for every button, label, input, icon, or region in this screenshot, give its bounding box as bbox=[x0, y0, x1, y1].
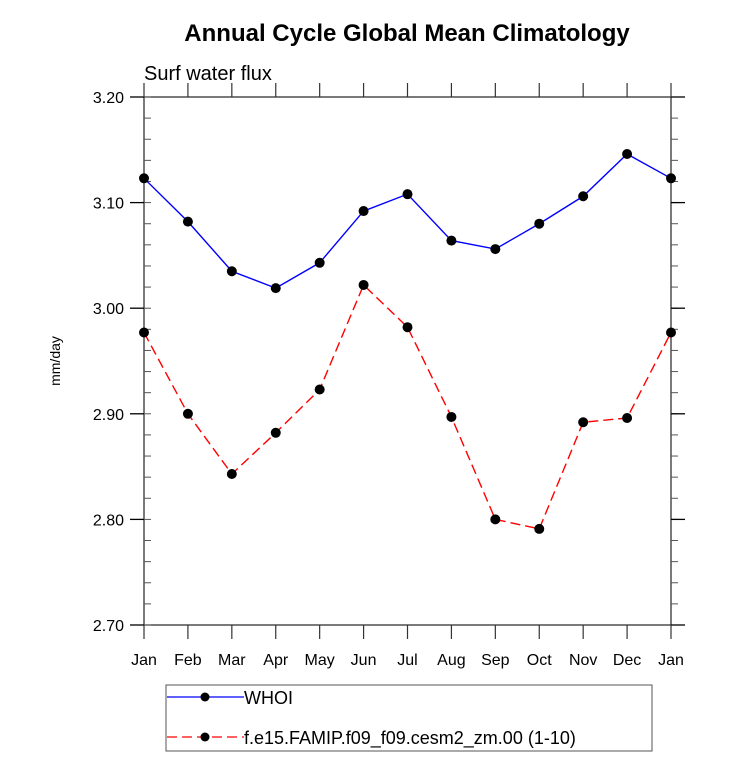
x-tick-label: Mar bbox=[218, 652, 246, 669]
data-point bbox=[490, 514, 501, 525]
x-tick-label: Aug bbox=[437, 652, 465, 669]
data-point bbox=[314, 384, 325, 395]
x-tick-label: Nov bbox=[569, 652, 597, 669]
legend-box bbox=[165, 684, 653, 752]
plot-border bbox=[143, 96, 672, 626]
y-tick-label: 3.10 bbox=[93, 196, 124, 213]
data-point bbox=[490, 244, 501, 255]
chart-title: Annual Cycle Global Mean Climatology bbox=[184, 20, 630, 47]
series-line bbox=[143, 283, 672, 530]
series-whoi bbox=[139, 149, 676, 294]
data-point bbox=[402, 322, 413, 333]
y-axis: 2.70 2.80 2.90 3.00 3.10 3.20 bbox=[93, 90, 685, 635]
x-tick-label: Feb bbox=[174, 652, 202, 669]
data-point bbox=[622, 413, 633, 424]
y-tick-label: 2.80 bbox=[93, 512, 124, 529]
x-tick-label: Jul bbox=[397, 652, 417, 669]
y-tick-label: 3.00 bbox=[93, 301, 124, 318]
x-axis: Jan Feb Mar Apr May Jun Jul Aug Sep Oct Nov Dec Jan bbox=[131, 83, 684, 669]
x-tick-label: Oct bbox=[527, 652, 552, 669]
data-point bbox=[226, 468, 237, 479]
legend-marker-cesm2 bbox=[200, 732, 210, 742]
data-point bbox=[402, 189, 413, 200]
data-point bbox=[270, 283, 281, 294]
series-cesm2 bbox=[139, 279, 676, 534]
data-point bbox=[358, 279, 369, 290]
data-point bbox=[534, 218, 545, 229]
x-tick-label: Sep bbox=[481, 652, 510, 669]
y-tick-label: 3.20 bbox=[93, 90, 124, 107]
data-point bbox=[270, 427, 281, 438]
data-point bbox=[226, 266, 237, 277]
data-point bbox=[139, 327, 149, 338]
data-point bbox=[446, 411, 457, 422]
y-axis-label: mm/day bbox=[47, 336, 63, 386]
data-point bbox=[358, 206, 369, 217]
legend-marker-whoi bbox=[200, 692, 210, 702]
data-point bbox=[666, 173, 676, 184]
x-tick-label: Jan bbox=[658, 652, 684, 669]
legend: WHOI f.e15.FAMIP.f09_f09.cesm2_zm.00 (1-… bbox=[165, 684, 653, 752]
y-tick-label: 2.70 bbox=[93, 618, 124, 635]
data-point bbox=[182, 408, 193, 419]
x-tick-label: Apr bbox=[263, 652, 289, 669]
series-layer bbox=[139, 149, 676, 534]
data-point bbox=[622, 149, 633, 160]
x-tick-label: Jan bbox=[131, 652, 157, 669]
data-point bbox=[578, 417, 589, 428]
x-tick-label: Jun bbox=[351, 652, 377, 669]
data-point bbox=[182, 216, 193, 227]
y-tick-label: 2.90 bbox=[93, 407, 124, 424]
data-point bbox=[314, 257, 325, 268]
data-point bbox=[578, 191, 589, 202]
data-point bbox=[534, 523, 545, 534]
plot-frame bbox=[143, 96, 672, 626]
x-tick-label: Dec bbox=[613, 652, 641, 669]
x-tick-label: May bbox=[305, 652, 335, 669]
legend-label-whoi: WHOI bbox=[244, 688, 293, 708]
chart-subtitle: Surf water flux bbox=[144, 63, 272, 85]
series-line bbox=[143, 153, 672, 289]
data-point bbox=[666, 327, 676, 338]
data-point bbox=[446, 235, 457, 246]
legend-label-cesm2: f.e15.FAMIP.f09_f09.cesm2_zm.00 (1-10) bbox=[244, 728, 576, 749]
data-point bbox=[139, 173, 149, 184]
